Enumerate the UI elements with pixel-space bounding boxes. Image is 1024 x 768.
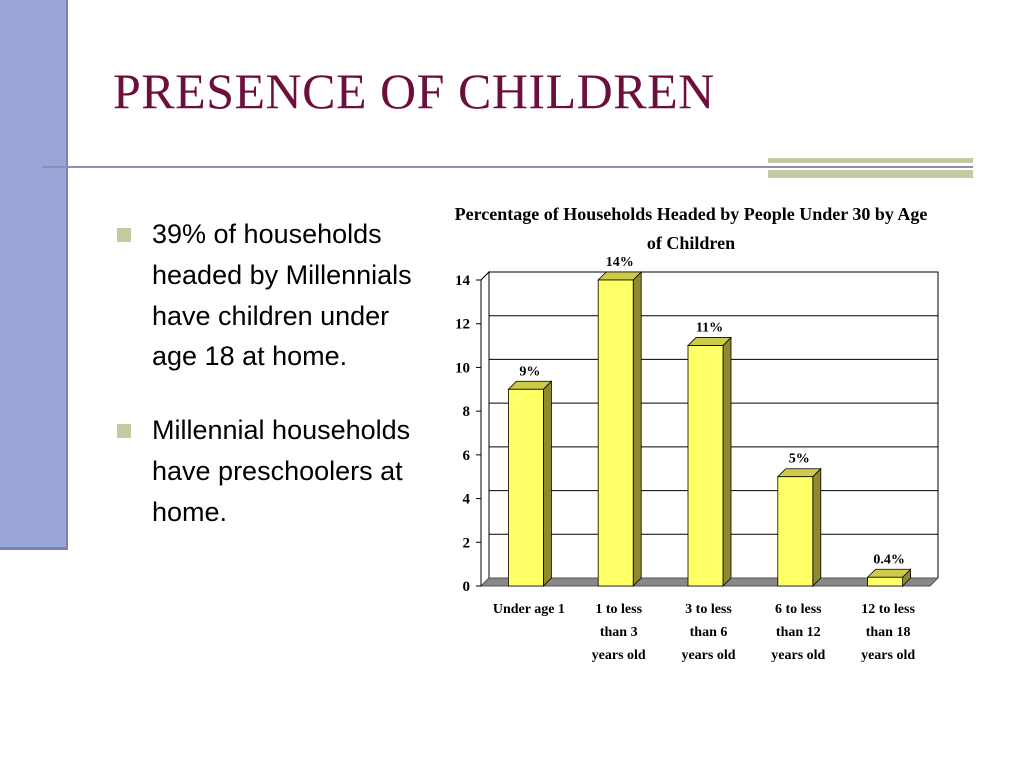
bullet-list: 39% of households headed by Millennials … <box>115 214 415 566</box>
bar <box>597 279 634 587</box>
x-tick-label: than 12 <box>776 625 821 640</box>
bullet-text: Millennial households have preschoolers … <box>152 415 411 527</box>
x-tick-label: Under age 1 <box>493 602 565 617</box>
data-label: 11% <box>696 321 723 336</box>
x-tick-label: years old <box>771 648 825 663</box>
bar-top <box>866 568 912 578</box>
y-tick-label: 2 <box>463 535 471 551</box>
x-tick-label: years old <box>592 648 646 663</box>
accent-stripes <box>768 158 973 178</box>
bullet-item: 39% of households headed by Millennials … <box>115 214 415 377</box>
bar-top <box>507 380 553 390</box>
bar-side <box>543 380 552 587</box>
data-label: 5% <box>789 452 810 467</box>
x-tick-label: 6 to less <box>775 602 822 617</box>
left-wall <box>480 270 490 588</box>
y-tick-label: 12 <box>455 317 470 333</box>
data-label: 9% <box>519 364 540 379</box>
x-tick-label: than 6 <box>690 625 728 640</box>
y-tick-label: 10 <box>455 360 470 376</box>
x-tick-label: than 3 <box>600 625 638 640</box>
x-tick-label: 3 to less <box>685 602 732 617</box>
bar <box>777 476 814 587</box>
bullet-square-icon <box>117 424 131 439</box>
x-tick-label: 1 to less <box>595 602 642 617</box>
bullet-text: 39% of households headed by Millennials … <box>152 219 412 372</box>
bar <box>687 345 724 587</box>
page-title: PRESENCE OF CHILDREN <box>113 63 715 119</box>
title-divider <box>43 166 973 168</box>
chart-title: Percentage of Households Headed by Peopl… <box>454 204 928 253</box>
y-tick-label: 14 <box>455 273 471 289</box>
data-label: 14% <box>606 255 634 270</box>
bar <box>507 388 544 587</box>
bar-top <box>687 337 732 346</box>
y-tick-label: 0 <box>463 579 471 595</box>
x-tick-label: 12 to less <box>861 602 915 617</box>
bar-top <box>776 468 822 478</box>
x-tick-label: years old <box>861 648 915 663</box>
bullet-square-icon <box>117 228 131 242</box>
y-tick-label: 4 <box>463 492 471 508</box>
y-tick-label: 6 <box>463 448 471 464</box>
bar <box>867 576 903 587</box>
bar-side <box>632 271 642 587</box>
bar-side <box>722 336 732 587</box>
x-tick-label: than 18 <box>866 625 911 640</box>
bar-side <box>812 467 822 587</box>
bullet-item: Millennial households have preschoolers … <box>115 410 415 532</box>
data-label: 0.4% <box>873 552 905 567</box>
x-tick-label: years old <box>681 648 735 663</box>
y-tick-label: 8 <box>463 404 471 420</box>
bar-top <box>597 271 643 281</box>
left-decorative-bar <box>0 0 68 550</box>
